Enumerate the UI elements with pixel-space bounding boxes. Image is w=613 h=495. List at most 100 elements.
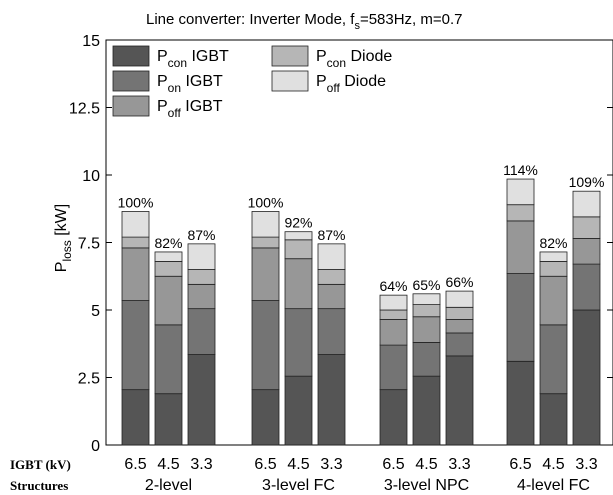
chart-title-main: Line converter: Inverter Mode, f — [146, 11, 355, 28]
bar-percent-label: 65% — [412, 277, 440, 293]
bar-segment — [572, 238, 601, 265]
igbt-voltage-label: 6.5 — [509, 456, 531, 473]
y-tick-label: 12.5 — [69, 101, 100, 118]
bar-segment — [506, 360, 535, 446]
legend-swatch — [112, 45, 150, 67]
legend-entry-base: P — [157, 98, 168, 115]
legend-entry-base: P — [157, 73, 168, 90]
bar-percent-label: 87% — [317, 227, 345, 243]
bar-segment — [154, 251, 183, 262]
bar-percent-label: 66% — [445, 274, 473, 290]
igbt-voltage-label: 3.3 — [320, 456, 342, 473]
bar-segment — [284, 308, 313, 377]
legend-swatch — [112, 70, 150, 92]
igbt-voltage-label: 3.3 — [190, 456, 212, 473]
structure-label: 3-level NPC — [384, 477, 469, 494]
legend-entry: Pcon IGBT — [157, 48, 229, 70]
bar-segment — [379, 389, 408, 446]
legend-entry: Poff IGBT — [157, 98, 223, 120]
bar-segment — [539, 260, 568, 277]
bar-segment — [412, 341, 441, 377]
structure-label: 4-level FC — [517, 477, 590, 494]
legend-entry: Pcon Diode — [316, 48, 392, 70]
legend-entry-device: IGBT — [187, 48, 229, 65]
bar-percent-label: 100% — [248, 194, 284, 210]
bar-segment — [121, 247, 150, 301]
y-axis-label-sub: loss — [60, 240, 74, 261]
igbt-voltage-label: 4.5 — [157, 456, 179, 473]
chart-title: Line converter: Inverter Mode, fs=583Hz,… — [146, 11, 463, 32]
bar-segment — [506, 178, 535, 206]
igbt-voltage-label: 3.3 — [448, 456, 470, 473]
bar-segment — [284, 375, 313, 446]
bar-segment — [121, 389, 150, 446]
bar-segment — [572, 263, 601, 311]
igbt-voltage-label: 4.5 — [415, 456, 437, 473]
bar-segment — [572, 309, 601, 446]
bar-segment — [379, 294, 408, 311]
bar-segment — [445, 306, 474, 320]
bar-segment — [187, 269, 216, 285]
bar-segment — [187, 308, 216, 355]
legend-entry-base: P — [157, 48, 168, 65]
y-tick-label: 7.5 — [78, 236, 100, 253]
bar-segment — [187, 283, 216, 310]
legend-swatch — [271, 45, 309, 67]
chart-title-rest: =583Hz, m=0.7 — [360, 11, 463, 28]
legend-swatch — [271, 70, 309, 92]
y-axis-label-main: P — [53, 262, 70, 273]
bar-segment — [412, 316, 441, 343]
bar-segment — [187, 354, 216, 446]
bar-percent-label: 87% — [187, 227, 215, 243]
legend-swatch — [112, 95, 150, 117]
bar-segment — [317, 283, 346, 310]
bar-segment — [121, 300, 150, 391]
bar-segment — [317, 243, 346, 270]
y-axis-label-unit: [kW] — [53, 204, 70, 240]
legend-entry-device: IGBT — [181, 98, 223, 115]
bar-segment — [379, 344, 408, 391]
bar-segment — [539, 393, 568, 446]
bar-percent-label: 114% — [503, 162, 538, 178]
igbt-voltage-label: 6.5 — [254, 456, 276, 473]
bar-segment — [379, 319, 408, 346]
bar-segment — [154, 393, 183, 446]
bar-segment — [317, 354, 346, 446]
bar-segment — [251, 236, 280, 249]
row-label-structures: Structures — [10, 478, 68, 493]
bar-segment — [251, 247, 280, 301]
y-tick-label: 5 — [91, 303, 100, 320]
bar-segment — [572, 190, 601, 218]
y-tick-label: 0 — [91, 438, 100, 455]
bar-segment — [251, 211, 280, 238]
bar-segment — [187, 243, 216, 270]
legend-entry-device: Diode — [340, 73, 386, 90]
structure-label: 2-level — [145, 477, 192, 494]
igbt-voltage-label: 3.3 — [575, 456, 597, 473]
legend-entry-device: Diode — [346, 48, 392, 65]
bar-percent-label: 100% — [118, 194, 154, 210]
legend-entry-base: P — [316, 48, 327, 65]
legend-entry-sub: off — [327, 81, 341, 95]
row-label-igbt: IGBT (kV) — [10, 457, 71, 472]
y-tick-label: 2.5 — [78, 371, 100, 388]
bar-segment — [572, 216, 601, 239]
legend-entry: Pon IGBT — [157, 73, 223, 95]
bar-segment — [539, 251, 568, 262]
bar-segment — [379, 309, 408, 320]
igbt-voltage-label: 6.5 — [382, 456, 404, 473]
bar-segment — [154, 260, 183, 277]
bar-segment — [539, 275, 568, 326]
bar-segment — [445, 355, 474, 446]
bar-percent-label: 82% — [539, 235, 567, 251]
igbt-voltage-label: 4.5 — [287, 456, 309, 473]
bar-percent-label: 64% — [379, 278, 407, 294]
y-tick-label: 15 — [82, 33, 100, 50]
structure-label: 3-level FC — [262, 477, 335, 494]
bar-segment — [121, 211, 150, 238]
x-axis: 6.5 4.5 3.3 2-level 6.5 4.5 3.3 3-level FC 6.5 4.… — [124, 456, 597, 494]
bar-segment — [506, 220, 535, 274]
legend-entry-sub: con — [327, 56, 346, 70]
